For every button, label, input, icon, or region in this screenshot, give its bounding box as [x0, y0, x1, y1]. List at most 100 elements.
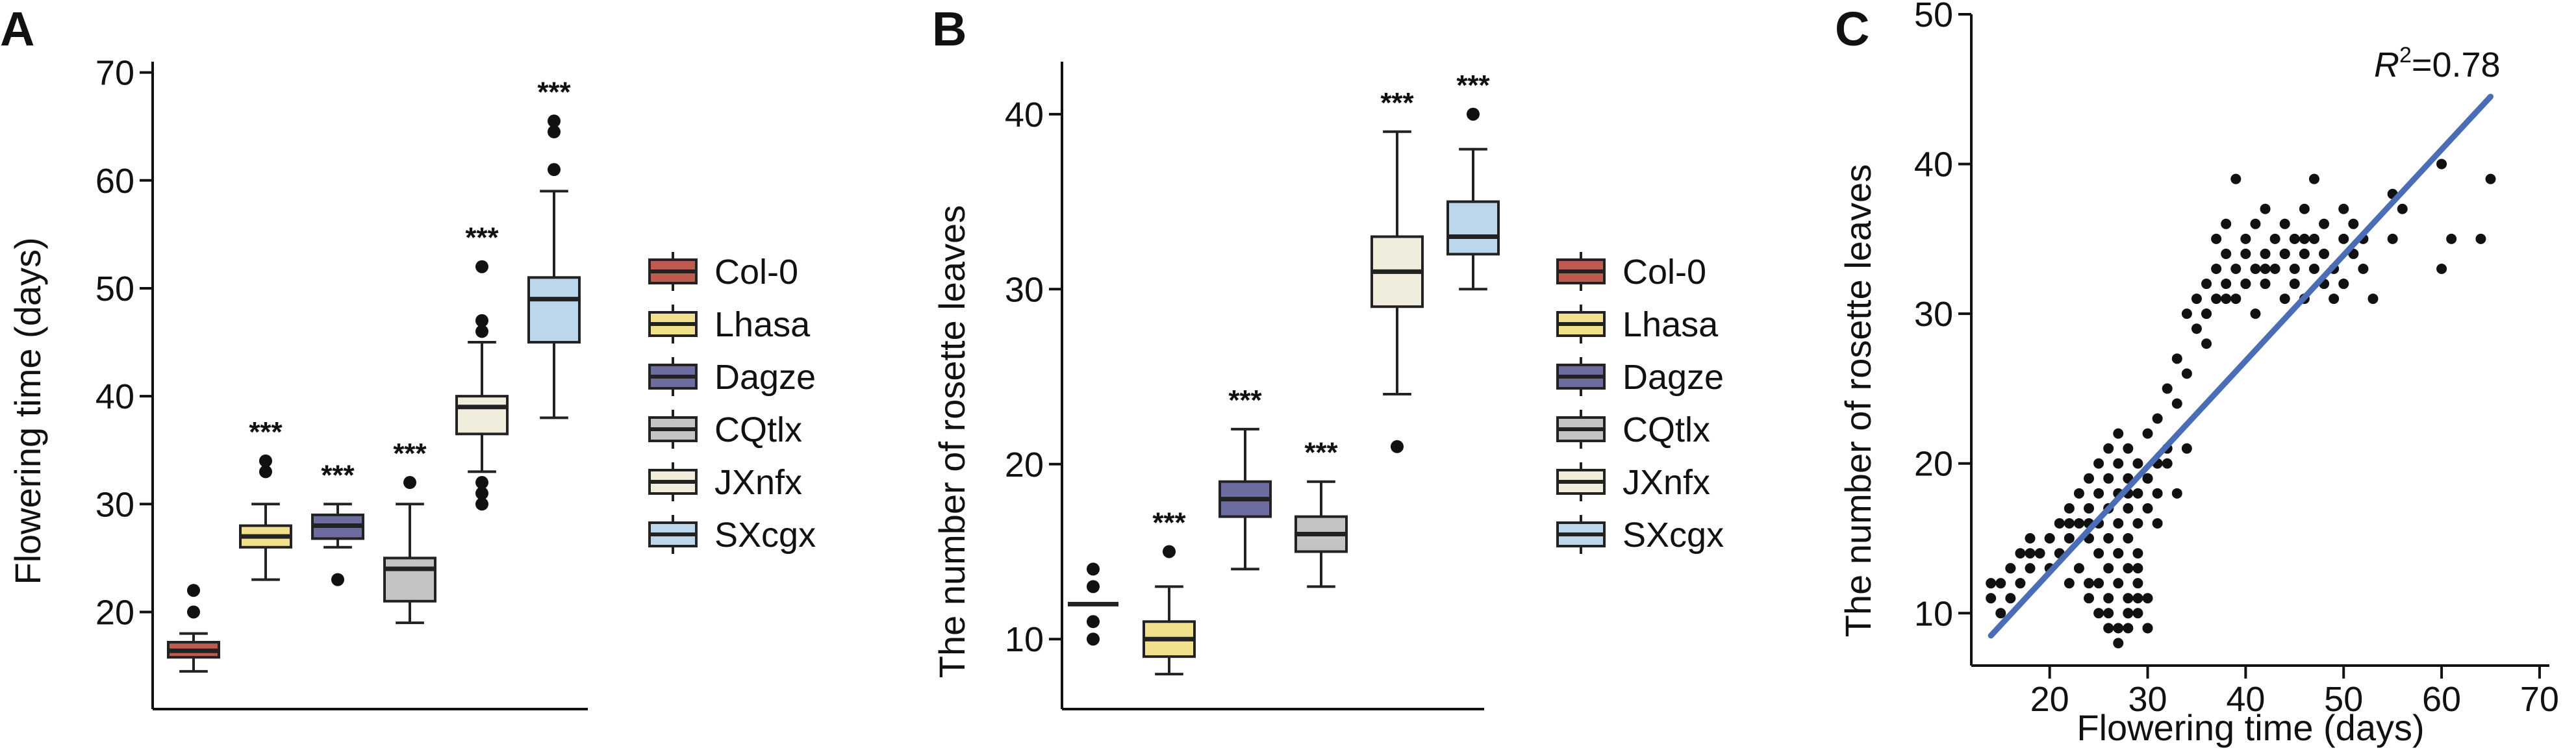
data-point	[2034, 548, 2045, 559]
data-point	[2064, 578, 2075, 589]
data-point	[2201, 279, 2212, 290]
data-point	[2103, 608, 2114, 619]
panel-a-y-axis-title: Flowering time (days)	[7, 237, 48, 584]
data-point	[2123, 608, 2134, 619]
data-point	[2084, 473, 2095, 484]
data-point	[2073, 563, 2084, 574]
legend-label: Lhasa	[1623, 305, 1719, 344]
data-point	[2221, 248, 2232, 259]
panel-c-y-axis-title: The number of rosette leaves	[1837, 164, 1878, 637]
panel-a-box-lhasa: ***	[239, 416, 292, 581]
panel-a-legend: Col-0 Lhasa Dagze CQtlx JXnfx SXcgx	[648, 252, 816, 555]
data-point	[2142, 623, 2153, 634]
data-point	[2171, 353, 2182, 364]
panel-b-box-jxnfx: ***	[1370, 87, 1424, 453]
data-point	[2113, 548, 2124, 559]
data-point	[2142, 428, 2153, 439]
data-point	[2152, 413, 2163, 424]
legend-item-cqtlx: CQtlx	[648, 410, 802, 449]
data-point	[2073, 488, 2084, 499]
data-point	[2260, 203, 2271, 214]
data-point	[2269, 263, 2280, 274]
data-point	[2181, 443, 2192, 454]
regression-line	[1988, 94, 2494, 639]
panel-c-y-tick-label: 40	[1914, 145, 1953, 184]
data-point	[2260, 263, 2271, 274]
data-point	[2211, 294, 2222, 305]
legend-item-lhasa: Lhasa	[1556, 305, 1719, 344]
data-point	[2152, 518, 2163, 529]
data-point	[2279, 248, 2290, 259]
data-point	[2162, 383, 2173, 394]
data-point	[2201, 338, 2212, 349]
outlier-point	[187, 605, 200, 619]
panel-c-y-tick-label: 10	[1914, 594, 1953, 633]
data-point	[2113, 638, 2124, 649]
data-point	[2005, 593, 2016, 604]
panel-c-x-tick-label: 30	[2128, 680, 2167, 719]
data-point	[2113, 578, 2124, 589]
outlier-point	[1087, 632, 1100, 646]
panel-c-x-tick-label: 20	[2030, 680, 2069, 719]
panel-b-plot-area: 10 20 30 40 *** *** *** *** ***	[1005, 62, 1500, 710]
panel-a-box-sxcgx: ***	[527, 76, 581, 419]
box-iqr	[383, 556, 436, 603]
panel-a-y-tick-label: 30	[95, 485, 134, 524]
panel-c-y-tick-label: 50	[1914, 0, 1953, 34]
legend-label: Col-0	[714, 253, 798, 292]
data-point	[2142, 503, 2153, 514]
data-point	[2436, 158, 2447, 169]
data-point	[2054, 518, 2065, 529]
panel-b-y-tick-label: 20	[1005, 445, 1044, 484]
data-point	[2475, 233, 2486, 244]
panel-c-data-points	[1986, 158, 2496, 649]
data-point	[2103, 473, 2114, 484]
data-point	[2171, 398, 2182, 409]
legend-item-jxnfx: JXnfx	[1556, 462, 1710, 502]
panel-b-box-col-0	[1068, 562, 1118, 646]
data-point	[2250, 263, 2261, 274]
panel-b-y-tick-label: 10	[1005, 620, 1044, 659]
data-point	[2123, 593, 2134, 604]
panel-a-letter: A	[0, 2, 34, 56]
outlier-point	[475, 486, 488, 500]
outlier-point	[1087, 615, 1100, 629]
data-point	[2113, 623, 2124, 634]
data-point	[2299, 233, 2310, 244]
legend-label: JXnfx	[714, 463, 802, 502]
data-point	[2485, 173, 2496, 184]
panel-b-y-tick-label: 40	[1005, 95, 1044, 134]
data-point	[2103, 533, 2114, 544]
panel-b-y-tick-label: 30	[1005, 270, 1044, 309]
outlier-point	[475, 325, 488, 338]
data-point	[2103, 593, 2114, 604]
outlier-point	[259, 454, 272, 468]
data-point	[2152, 488, 2163, 499]
data-point	[2132, 608, 2143, 619]
outlier-point	[475, 476, 488, 490]
panel-b-y-axis-title: The number of rosette leaves	[931, 205, 972, 678]
legend-label: Col-0	[1623, 253, 1706, 292]
data-point	[1995, 578, 2006, 589]
outlier-point	[1163, 545, 1176, 558]
r-squared-value: =0.78	[2412, 45, 2501, 84]
panel-b-box-sxcgx: ***	[1446, 69, 1500, 291]
data-point	[2084, 503, 2095, 514]
data-point	[2230, 294, 2241, 305]
legend-label: SXcgx	[714, 516, 816, 555]
significance-label: ***	[1380, 87, 1414, 119]
data-point	[2132, 593, 2143, 604]
panel-c-y-tick-label: 30	[1914, 295, 1953, 334]
data-point	[2221, 294, 2232, 305]
data-point	[1995, 608, 2006, 619]
data-point	[2348, 218, 2359, 229]
data-point	[2397, 203, 2408, 214]
data-point	[2025, 548, 2036, 559]
panel-b-box-lhasa: ***	[1143, 506, 1196, 676]
panel-b-box-cqtlx: ***	[1294, 437, 1348, 588]
legend-item-cqtlx: CQtlx	[1556, 410, 1710, 449]
panel-a-y-tick-label: 60	[95, 162, 134, 201]
outlier-point	[548, 114, 561, 128]
significance-label: ***	[465, 222, 499, 254]
data-point	[2308, 173, 2319, 184]
